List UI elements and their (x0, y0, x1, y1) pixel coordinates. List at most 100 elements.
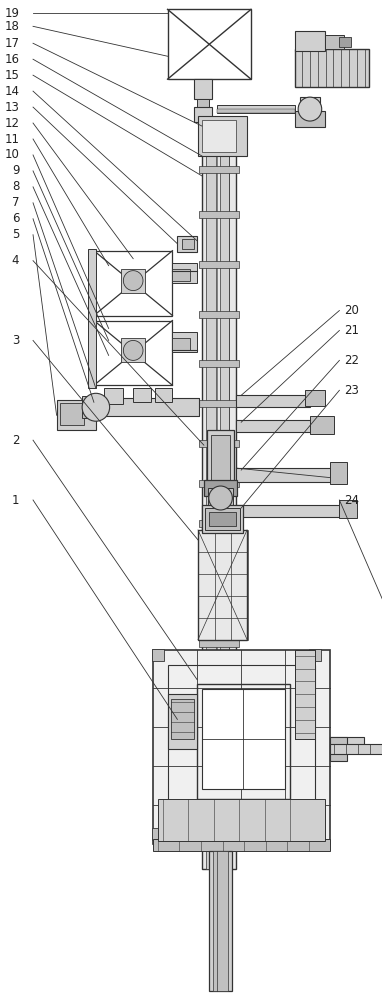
Text: 2: 2 (12, 434, 19, 447)
Bar (94, 251, 172, 316)
Bar (236, 468, 334, 482)
Bar (199, 261, 239, 268)
Bar (204, 480, 237, 496)
Bar (211, 435, 231, 480)
Bar (209, 851, 232, 991)
Bar (199, 440, 239, 447)
Bar (202, 120, 236, 152)
Bar (170, 699, 194, 739)
Circle shape (123, 340, 143, 360)
Text: 18: 18 (5, 20, 19, 33)
Bar (199, 640, 239, 647)
Bar (167, 665, 315, 824)
Bar (198, 530, 247, 640)
Text: 14: 14 (4, 85, 19, 98)
Text: 12: 12 (4, 117, 19, 130)
Bar (329, 737, 347, 761)
Bar (217, 109, 295, 113)
Bar (182, 239, 194, 249)
Bar (329, 737, 364, 749)
Text: 17: 17 (4, 37, 19, 50)
Bar (199, 131, 239, 138)
Text: 10: 10 (5, 148, 19, 161)
Bar (104, 388, 123, 404)
Bar (295, 111, 325, 127)
Bar (295, 49, 369, 87)
Bar (202, 121, 236, 869)
Bar (199, 560, 239, 567)
Bar (121, 338, 145, 362)
Bar (199, 211, 239, 218)
Bar (153, 650, 329, 844)
Bar (133, 388, 151, 402)
Text: 9: 9 (12, 164, 19, 177)
Bar (310, 416, 334, 434)
Text: 7: 7 (12, 196, 19, 209)
Bar (172, 263, 197, 283)
Text: 4: 4 (12, 254, 19, 267)
Text: 23: 23 (344, 384, 359, 397)
Bar (202, 505, 243, 533)
Circle shape (298, 97, 322, 121)
Bar (339, 37, 351, 47)
Bar (199, 311, 239, 318)
Text: 13: 13 (5, 101, 19, 114)
Text: 19: 19 (4, 7, 19, 20)
Text: 6: 6 (12, 212, 19, 225)
Bar (295, 650, 315, 739)
Bar (207, 430, 234, 485)
Circle shape (123, 271, 143, 291)
Text: 3: 3 (12, 334, 19, 347)
Bar (172, 332, 197, 352)
Bar (82, 396, 98, 418)
Text: 1: 1 (12, 494, 19, 507)
Bar (199, 166, 239, 173)
Bar (236, 505, 344, 517)
Text: 8: 8 (12, 180, 19, 193)
Bar (325, 35, 344, 49)
Bar (94, 320, 172, 385)
Text: 20: 20 (344, 304, 359, 317)
Bar (329, 744, 383, 754)
Text: 16: 16 (4, 53, 19, 66)
Circle shape (209, 486, 232, 510)
Bar (205, 508, 240, 530)
Bar (236, 420, 315, 432)
Bar (177, 236, 197, 252)
Bar (172, 338, 190, 350)
Bar (121, 269, 145, 293)
Bar (152, 828, 164, 840)
Bar (202, 689, 285, 789)
Bar (209, 512, 236, 526)
Bar (197, 99, 209, 107)
Text: 21: 21 (344, 324, 359, 337)
Bar (158, 799, 325, 841)
Bar (152, 649, 164, 661)
Bar (206, 121, 216, 869)
Bar (167, 9, 251, 79)
Bar (199, 480, 239, 487)
Bar (155, 388, 172, 402)
Text: 15: 15 (5, 69, 19, 82)
Bar (300, 97, 320, 111)
Bar (208, 488, 233, 506)
Bar (217, 105, 295, 113)
Bar (199, 400, 239, 407)
Text: 22: 22 (344, 354, 359, 367)
Bar (59, 403, 84, 425)
Bar (309, 828, 321, 840)
Bar (172, 269, 190, 281)
Circle shape (82, 393, 110, 421)
Text: 24: 24 (344, 494, 359, 507)
Bar (194, 79, 212, 99)
Bar (309, 649, 321, 661)
Bar (219, 121, 229, 869)
Bar (295, 31, 325, 51)
Bar (194, 107, 212, 122)
Bar (167, 694, 197, 749)
Bar (199, 520, 239, 527)
Bar (199, 360, 239, 367)
Text: 11: 11 (4, 133, 19, 146)
Bar (199, 600, 239, 607)
Bar (213, 851, 228, 991)
